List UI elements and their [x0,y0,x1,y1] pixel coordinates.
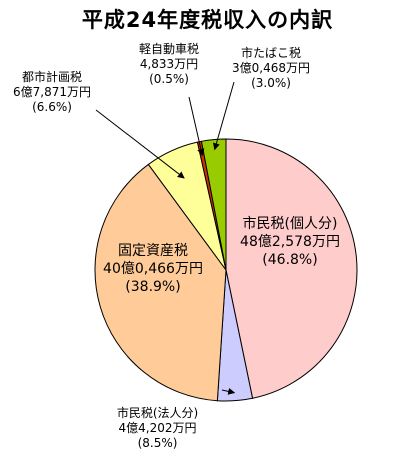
label-light-vehicle: 軽自動車税 4,833万円 (0.5%) [124,42,214,87]
label-corporate: 市民税(法人分) 4億4,202万円 (8.5%) [100,406,215,451]
leader-city-planning [95,109,185,179]
label-city-planning: 都市計画税 6億7,871万円 (6.6%) [2,70,102,115]
label-corporate-name: 市民税(法人分) [116,406,199,420]
label-individual-pct: (46.8%) [262,252,318,268]
label-corporate-amount: 4億4,202万円 [118,421,197,435]
slice-fixed-asset [94,163,227,402]
label-city-planning-pct: (6.6%) [32,100,72,114]
label-city-planning-name: 都市計画税 [21,70,82,84]
leader-corporate [221,387,236,395]
label-light-vehicle-name: 軽自動車税 [138,42,199,56]
label-fixed-asset-pct: (38.9%) [125,279,181,295]
label-corporate-pct: (8.5%) [137,436,178,450]
label-tobacco-name: 市たばこ税 [240,46,301,60]
chart-title: 平成24年度税収入の内訳 [81,8,334,32]
label-light-vehicle-pct: (0.5%) [149,72,189,86]
label-tobacco: 市たばこ税 3億0,468万円 (3.0%) [226,46,316,91]
leader-light-vehicle [188,96,205,157]
label-individual-amount: 48億2,578万円 [240,234,340,250]
label-light-vehicle-amount: 4,833万円 [139,57,199,71]
slice-individual [225,138,358,399]
label-city-planning-amount: 6億7,871万円 [13,85,91,99]
label-fixed-asset-name: 固定資産税 [118,243,188,259]
label-fixed-asset-amount: 40億0,466万円 [103,261,203,277]
label-tobacco-amount: 3億0,468万円 [232,61,310,75]
slice-tobacco [200,138,227,271]
label-tobacco-pct: (3.0%) [251,76,291,90]
leader-tobacco [212,81,235,151]
label-fixed-asset: 固定資産税 40億0,466万円 (38.9%) [93,242,213,296]
label-individual: 市民税(個人分) 48億2,578万円 (46.8%) [225,215,355,269]
label-individual-name: 市民税(個人分) [242,216,338,232]
